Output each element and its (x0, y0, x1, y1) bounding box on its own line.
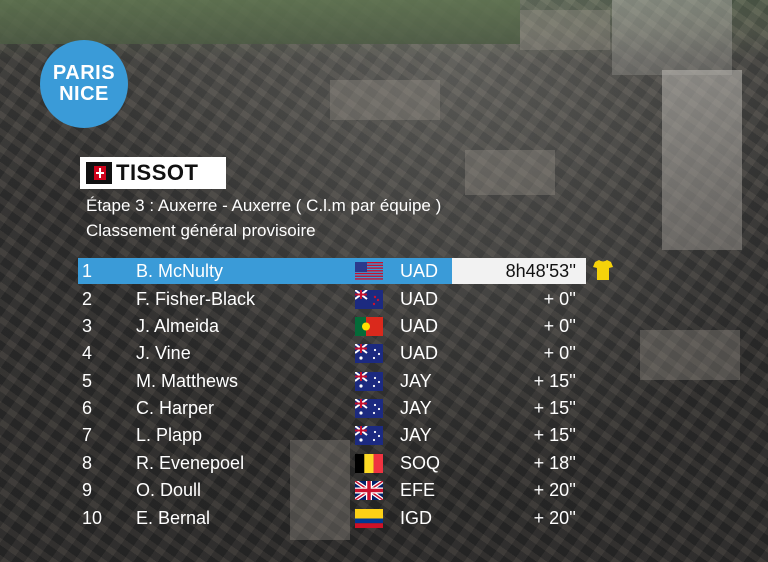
rider-name: J. Vine (136, 343, 191, 363)
standings-row: 2 F. Fisher-Black UAD + 0'' (78, 286, 586, 312)
background-building (465, 150, 555, 195)
position: 3 (82, 316, 93, 336)
position: 10 (82, 508, 103, 528)
team-code: UAD (400, 343, 439, 363)
time-gap: + 15'' (533, 398, 576, 418)
rider-name: E. Bernal (136, 508, 211, 528)
background-building (520, 10, 610, 50)
standings-row: 5 M. Matthews JAY + 15'' (78, 368, 586, 394)
belgium-flag-icon (355, 454, 383, 473)
colombia-flag-icon (355, 509, 383, 528)
standings-row: 3 J. Almeida UAD + 0'' (78, 313, 586, 339)
australia-flag-icon (355, 372, 383, 391)
leader-time: 8h48'53'' (505, 261, 576, 281)
team-code: SOQ (400, 453, 441, 473)
team-code: UAD (400, 261, 439, 281)
rider-name: L. Plapp (136, 425, 203, 445)
time-gap: + 0'' (543, 316, 576, 336)
team-code: JAY (400, 398, 432, 418)
position: 4 (82, 343, 93, 363)
leader-time-box: 8h48'53'' (452, 258, 586, 284)
usa-flag-icon (355, 262, 383, 281)
time-gap: + 20'' (533, 480, 576, 500)
stage-title: Étape 3 : Auxerre - Auxerre ( C.l.m par … (86, 196, 442, 215)
sponsor-name: TISSOT (116, 160, 199, 185)
rider-name: M. Matthews (136, 371, 239, 391)
rider-name: J. Almeida (136, 316, 220, 336)
background-building (290, 440, 350, 540)
rider-name: F. Fisher-Black (136, 289, 256, 309)
yellow-jersey-icon (593, 260, 613, 280)
race-logo: PARIS NICE (40, 40, 128, 128)
standings-row: 7 L. Plapp JAY + 15'' (78, 422, 586, 448)
logo-line-1: PARIS (52, 62, 116, 84)
team-code: UAD (400, 289, 439, 309)
background-cathedral-top (612, 0, 732, 75)
standings-row: 8h48'53'' 1 B. McNulty UAD (78, 258, 586, 284)
rider-name: B. McNulty (136, 261, 224, 281)
standings-row: 4 J. Vine UAD + 0'' (78, 340, 586, 366)
time-gap: + 0'' (543, 289, 576, 309)
rider-name: C. Harper (136, 398, 215, 418)
background-cathedral-tower (662, 70, 742, 250)
time-gap: + 15'' (533, 371, 576, 391)
sponsor-logo: TISSOT (80, 157, 226, 189)
team-code: JAY (400, 425, 432, 445)
team-code: EFE (400, 480, 436, 500)
new-zealand-flag-icon (355, 290, 383, 309)
team-code: JAY (400, 371, 432, 391)
time-gap: + 0'' (543, 343, 576, 363)
standings-row: 6 C. Harper JAY + 15'' (78, 395, 586, 421)
position: 2 (82, 289, 93, 309)
australia-flag-icon (355, 399, 383, 418)
position: 6 (82, 398, 93, 418)
rider-name: O. Doull (136, 480, 202, 500)
position: 5 (82, 371, 93, 391)
portugal-flag-icon (355, 317, 383, 336)
background-field (0, 0, 520, 44)
background-building (640, 330, 740, 380)
position: 9 (82, 480, 93, 500)
position: 7 (82, 425, 93, 445)
time-gap: + 15'' (533, 425, 576, 445)
team-code: IGD (400, 508, 433, 528)
team-code: UAD (400, 316, 439, 336)
standings-row: 9 O. Doull EFE + 20'' (78, 477, 586, 503)
position: 1 (82, 261, 93, 281)
position: 8 (82, 453, 93, 473)
logo-line-2: NICE (59, 83, 109, 105)
rider-name: R. Evenepoel (136, 453, 245, 473)
australia-flag-icon (355, 344, 383, 363)
australia-flag-icon (355, 426, 383, 445)
background-building (330, 80, 440, 120)
standings-row: 8 R. Evenepoel SOQ + 18'' (78, 450, 586, 476)
time-gap: + 20'' (533, 508, 576, 528)
swiss-cross-icon (86, 162, 112, 184)
time-gap: + 18'' (533, 453, 576, 473)
classification-title: Classement général provisoire (86, 221, 316, 240)
uk-flag-icon (355, 481, 383, 500)
standings-row: 10 E. Bernal IGD + 20'' (78, 505, 586, 531)
